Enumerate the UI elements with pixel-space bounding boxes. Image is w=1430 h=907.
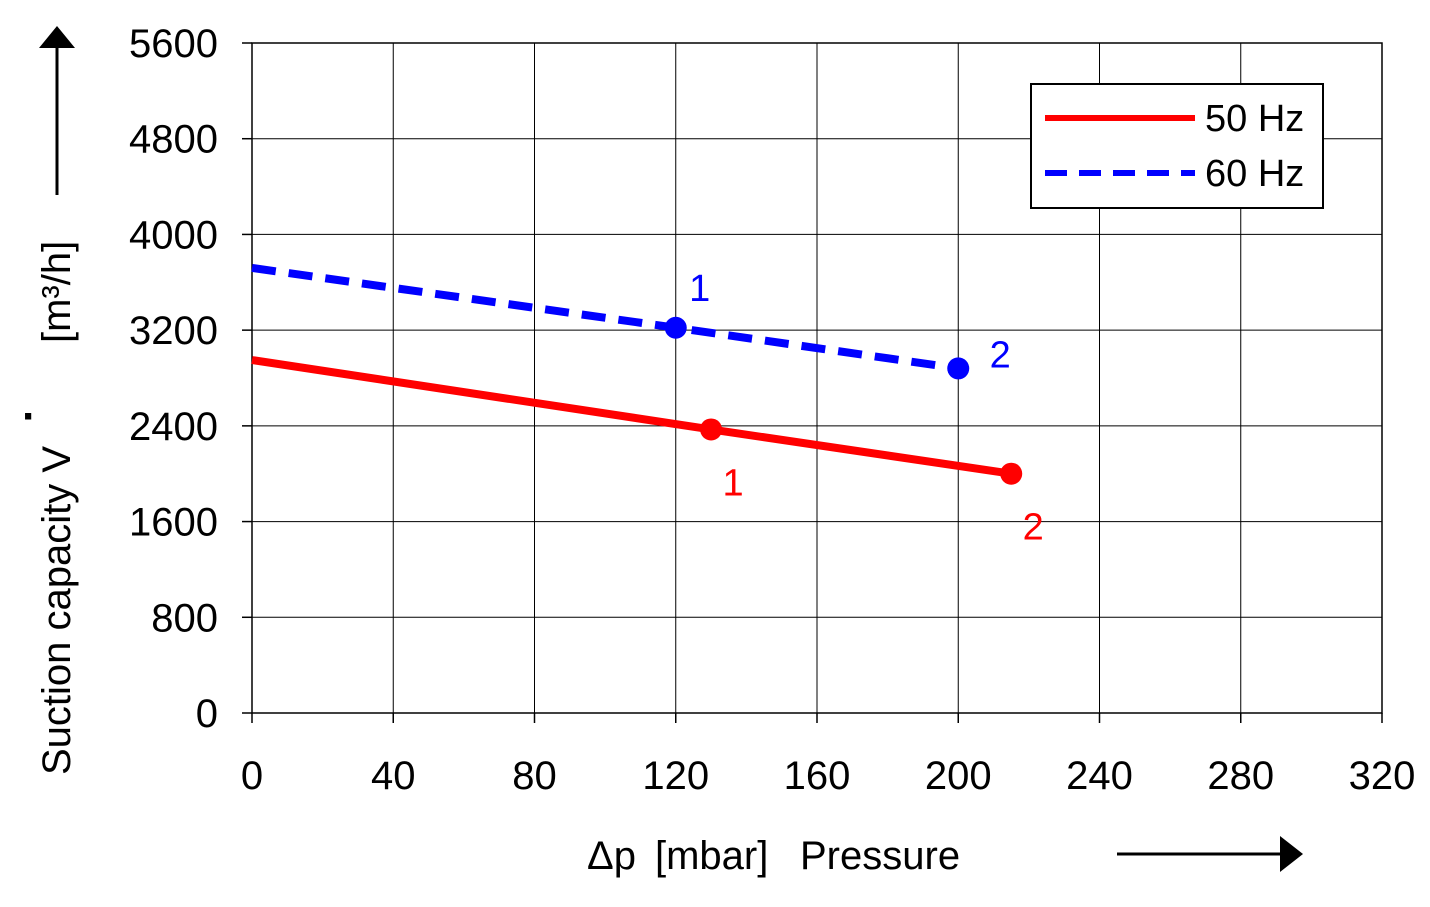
y-tick-label: 4800	[129, 118, 218, 162]
series-point-label-60hz-2: 2	[990, 334, 1011, 376]
x-tick-label: 160	[784, 754, 851, 798]
series: 1 2 1 2	[251, 263, 1044, 549]
y-tick-label: 5600	[129, 22, 218, 66]
y-tick-label: 800	[151, 596, 218, 640]
x-tick-label: 120	[642, 754, 709, 798]
x-tick-label: 280	[1207, 754, 1274, 798]
x-tick-label: 0	[241, 754, 263, 798]
x-tick-label: 240	[1066, 754, 1133, 798]
x-tick-label: 80	[512, 754, 557, 798]
x-tick-label: 320	[1349, 754, 1416, 798]
legend-label-50hz: 50 Hz	[1205, 98, 1304, 140]
series-point-label-60hz-1: 1	[689, 268, 710, 310]
y-tick-label: 2400	[129, 405, 218, 449]
series-point-60hz-1	[664, 316, 687, 339]
tick-labels: 0 40 80 120 160 200 240 280 32008001600240032004…	[129, 22, 1415, 798]
y-tick-label: 3200	[129, 309, 218, 353]
x-axis-arrow-icon	[1117, 836, 1303, 872]
y-tick-label: 1600	[129, 501, 218, 545]
y-axis-label-dot: ·	[22, 392, 37, 441]
x-axis-unit: [mbar]	[655, 834, 768, 878]
x-tick-label: 200	[925, 754, 992, 798]
y-axis-arrow-icon	[39, 26, 75, 195]
legend-label-60hz: 60 Hz	[1205, 153, 1304, 195]
series-point-50hz-2	[1000, 462, 1023, 485]
series-point-60hz-2	[947, 357, 970, 380]
axis-ticks	[242, 42, 1383, 723]
x-axis-symbol: Δp	[587, 834, 636, 878]
legend: 50 Hz 60 Hz	[1030, 83, 1324, 209]
legend-box	[1030, 83, 1324, 209]
x-tick-label: 40	[371, 754, 416, 798]
series-point-label-50hz-1: 1	[722, 462, 743, 504]
x-axis-label: Pressure	[800, 834, 960, 878]
y-axis-unit: [m³/h]	[35, 241, 79, 343]
y-tick-label: 0	[196, 692, 218, 736]
series-point-50hz-1	[700, 418, 723, 441]
y-axis-label-group: Suction capacity V [m³/h]	[35, 241, 79, 775]
series-point-label-50hz-2: 2	[1023, 507, 1044, 549]
y-axis-label: Suction capacity V	[35, 446, 79, 775]
y-tick-label: 4000	[129, 213, 218, 257]
grid	[252, 43, 1382, 713]
